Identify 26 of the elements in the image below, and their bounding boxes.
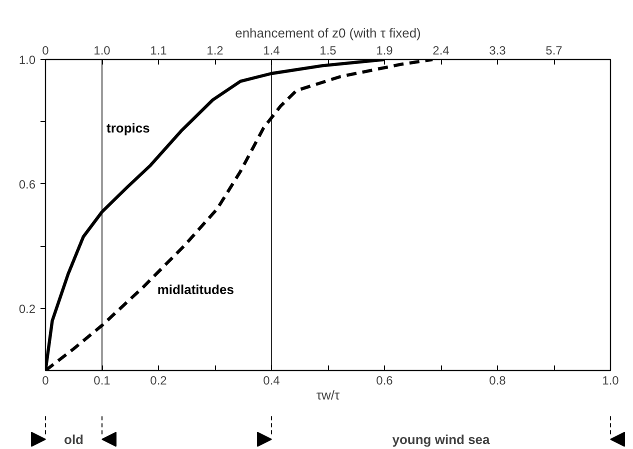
y-tick-label: 0.2 bbox=[18, 302, 36, 316]
series-label: tropics bbox=[106, 120, 150, 136]
text: 0 bbox=[42, 44, 50, 58]
text: 1.1 bbox=[150, 44, 168, 58]
x2-axis-title: enhancement of z0 (with τ fixed) bbox=[235, 26, 421, 40]
text: old bbox=[64, 432, 84, 447]
text: 1.5 bbox=[320, 44, 337, 58]
x-tick-label: 0 bbox=[42, 374, 50, 388]
x-tick-label: 0.6 bbox=[376, 374, 394, 388]
text: 5.7 bbox=[546, 44, 563, 58]
y-tick-label: 1.0 bbox=[18, 53, 36, 67]
x-tick-label: 1.0 bbox=[602, 374, 620, 388]
text: 1.0 bbox=[94, 44, 111, 58]
x-tick-label: 0.1 bbox=[94, 374, 111, 388]
y-tick-label: 0.6 bbox=[18, 177, 36, 192]
text: 1.2 bbox=[206, 44, 224, 58]
x-tick-label: 0.8 bbox=[489, 374, 506, 388]
text: 1.4 bbox=[263, 44, 280, 58]
x-tick-label: 0.2 bbox=[150, 374, 168, 388]
text: young wind sea bbox=[392, 432, 491, 447]
x-tick-label: 0.4 bbox=[263, 374, 280, 388]
series-label: midlatitudes bbox=[157, 282, 234, 298]
text: 3.3 bbox=[489, 44, 506, 58]
text: 2.4 bbox=[432, 44, 450, 58]
x-axis-title: τw/τ bbox=[316, 388, 340, 402]
text: 1.9 bbox=[376, 44, 394, 58]
